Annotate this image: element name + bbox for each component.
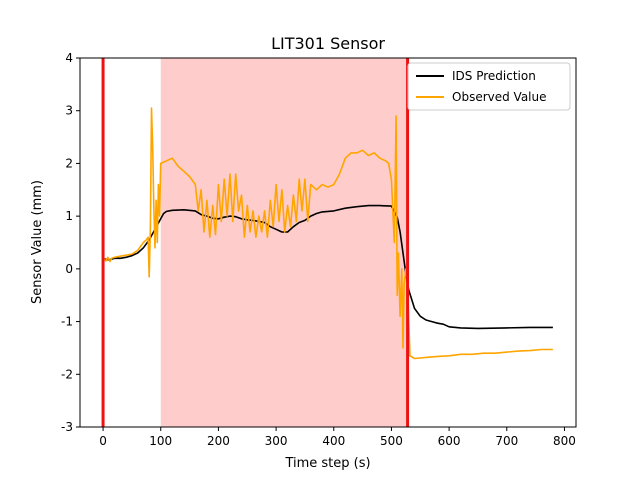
series-lines-layer xyxy=(102,107,553,360)
x-tick-label: 200 xyxy=(207,434,230,448)
y-tick-label: 2 xyxy=(65,156,73,170)
axes-layer: 0 100 200 300 400 500 600 700 800 -3 -2 -1 0 1 2 3 4 xyxy=(61,51,577,448)
vertical-markers-layer xyxy=(101,58,410,427)
x-tick-label: 100 xyxy=(149,434,172,448)
legend-box xyxy=(407,62,571,111)
x-tick-label: 600 xyxy=(438,434,461,448)
y-tick-label: 4 xyxy=(65,51,73,65)
legend-label: IDS Prediction xyxy=(452,69,536,83)
y-tick-label: -2 xyxy=(61,367,73,381)
series-line-ids-prediction xyxy=(102,204,553,330)
y-tick-label: 1 xyxy=(65,209,73,223)
y-tick-label: -1 xyxy=(61,315,73,329)
y-tick-label: -3 xyxy=(61,420,73,434)
x-tick-label: 0 xyxy=(99,434,107,448)
x-tick-label: 500 xyxy=(380,434,403,448)
legend: IDS Prediction Observed Value xyxy=(407,62,571,111)
legend-label: Observed Value xyxy=(452,90,547,104)
plot-frame xyxy=(79,57,577,428)
shaded-region-layer xyxy=(160,58,408,427)
x-tick-label: 400 xyxy=(322,434,345,448)
x-tick-label: 700 xyxy=(495,434,518,448)
x-tick-label: 300 xyxy=(265,434,288,448)
chart-title: LIT301 Sensor xyxy=(271,34,385,53)
x-tick-label: 800 xyxy=(553,434,576,448)
y-tick-label: 0 xyxy=(65,262,73,276)
x-axis-label: Time step (s) xyxy=(284,456,370,471)
y-tick-label: 3 xyxy=(65,104,73,118)
y-axis-label: Sensor Value (mm) xyxy=(30,180,45,304)
series-line-observed-value xyxy=(102,107,553,360)
attack-shaded-region xyxy=(160,58,408,427)
